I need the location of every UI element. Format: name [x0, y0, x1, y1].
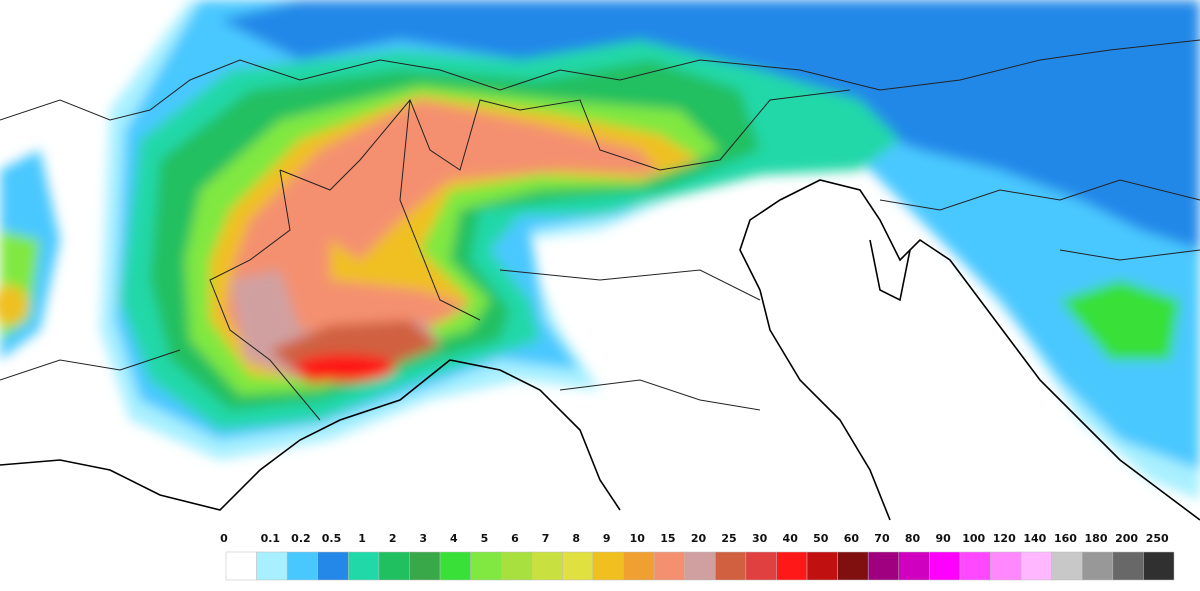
legend-label: 20 [691, 532, 707, 545]
legend-label: 80 [905, 532, 921, 545]
legend-swatch [500, 551, 533, 581]
legend-swatch [256, 551, 288, 581]
legend-swatch [562, 551, 594, 581]
legend-swatch [286, 551, 318, 581]
legend-label: 3 [419, 532, 427, 545]
legend-swatch [317, 551, 349, 581]
legend-swatch [348, 551, 380, 581]
legend-label: 90 [935, 532, 951, 545]
legend-swatch [959, 551, 991, 581]
legend-label: 1 [358, 532, 366, 545]
legend-label: 0.5 [322, 532, 342, 545]
legend-label: 5 [481, 532, 489, 545]
legend-swatch [1112, 551, 1144, 581]
legend-swatch [1143, 551, 1175, 581]
legend-label: 9 [603, 532, 611, 545]
legend-swatch [653, 551, 685, 581]
legend-label: 140 [1023, 532, 1046, 545]
legend-swatch [1051, 551, 1083, 581]
legend-label: 180 [1085, 532, 1108, 545]
legend-label: 120 [993, 532, 1016, 545]
legend-swatch [1082, 551, 1114, 581]
legend-label: 7 [542, 532, 550, 545]
legend-label: 0.1 [261, 532, 281, 545]
legend-label: 10 [630, 532, 646, 545]
legend-swatch [715, 551, 747, 581]
legend-label: 200 [1115, 532, 1138, 545]
legend: 0 0.1 0.2 0.5 1 2 3 4 5 6 7 8 9 10 15 20 25 30 40 50 60 70 80 9… [220, 532, 1175, 581]
legend-swatch [929, 551, 961, 581]
legend-label: 0.2 [291, 532, 311, 545]
legend-swatch [409, 551, 441, 581]
coastlines [0, 179, 1200, 521]
legend-label: 4 [450, 532, 458, 545]
legend-swatch [898, 551, 930, 581]
legend-label: 250 [1146, 532, 1169, 545]
legend-label: 2 [389, 532, 397, 545]
borders [0, 39, 1200, 421]
legend-label: 40 [783, 532, 799, 545]
legend-label: 6 [511, 532, 519, 545]
legend-label: 25 [721, 532, 736, 545]
legend-label: 70 [874, 532, 890, 545]
legend-label: 8 [572, 532, 580, 545]
legend-swatch [531, 551, 563, 581]
legend-label: 15 [660, 532, 675, 545]
legend-swatch [837, 551, 869, 581]
legend-label: 30 [752, 532, 768, 545]
legend-label: 60 [844, 532, 860, 545]
legend-swatch [623, 551, 655, 581]
legend-swatch [990, 551, 1022, 581]
legend-swatch [806, 551, 838, 581]
precipitation-field [0, 0, 1200, 500]
legend-swatch [225, 551, 257, 581]
legend-label: 0 [220, 532, 228, 545]
legend-swatch [592, 551, 624, 581]
legend-swatch [1020, 551, 1052, 581]
legend-swatch [867, 551, 900, 581]
legend-label: 160 [1054, 532, 1077, 545]
legend-label: 50 [813, 532, 829, 545]
legend-label: 100 [962, 532, 985, 545]
legend-swatch [378, 551, 410, 581]
legend-swatch [745, 551, 777, 581]
legend-swatch [776, 551, 808, 581]
legend-swatch [470, 551, 502, 581]
legend-swatch [684, 551, 716, 581]
legend-swatch [439, 551, 471, 581]
